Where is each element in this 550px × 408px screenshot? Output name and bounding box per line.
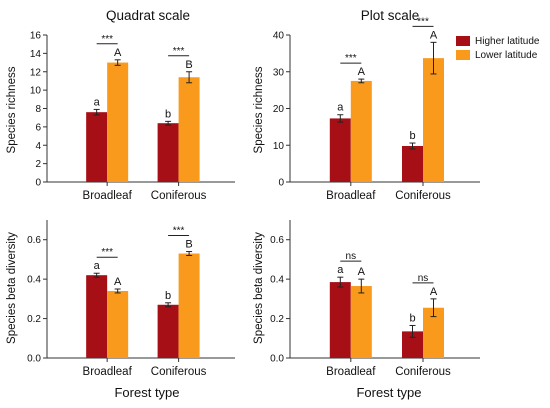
x-tick-label: Coniferous <box>395 190 451 202</box>
y-tick-label: 6 <box>35 122 41 133</box>
y-tick-label: 10 <box>273 141 285 152</box>
bar <box>350 80 372 182</box>
panel-title: Plot scale <box>361 8 420 23</box>
y-tick-label: 0.0 <box>27 354 41 365</box>
x-axis-label: Forest type <box>356 385 421 400</box>
y-tick-label: 20 <box>273 104 285 115</box>
bar <box>157 123 179 182</box>
y-tick-label: 0.6 <box>27 235 41 246</box>
bar <box>402 331 423 358</box>
panel-plot-richness: Plot scale Species richness 0 10 20 30 40 Bro… <box>253 8 540 202</box>
significance-letter: B <box>185 239 192 251</box>
significance-letter: A <box>430 29 438 41</box>
significance-letter: B <box>185 59 192 71</box>
axes: 0 2 4 6 8 10 12 14 16 Broadleaf Coniferous <box>30 31 235 202</box>
bar <box>107 290 129 358</box>
y-axis-label: Species beta diversity <box>6 232 18 344</box>
y-tick-label: 0 <box>35 178 41 189</box>
y-tick-label: 0.6 <box>270 235 284 246</box>
x-axis-label: Forest type <box>114 385 179 400</box>
significance-label: *** <box>101 247 113 258</box>
bar <box>178 253 200 358</box>
significance-letter: a <box>94 96 101 108</box>
y-tick-label: 16 <box>30 31 42 42</box>
y-axis-label: Species richness <box>6 66 18 153</box>
x-tick-label: Broadleaf <box>83 190 133 202</box>
panel-quadrat-richness: Quadrat scale Species richness 0 2 4 6 8 10 12… <box>6 8 235 202</box>
significance-label: *** <box>173 226 185 237</box>
y-tick-label: 0.0 <box>270 354 284 365</box>
y-axis-label: Species richness <box>253 66 265 153</box>
significance-letter: A <box>358 266 366 278</box>
significance-letter: b <box>165 290 171 302</box>
x-tick-label: Coniferous <box>395 366 451 378</box>
significance-label: *** <box>101 34 113 45</box>
legend-swatch-lower <box>456 50 470 60</box>
significance-letter: a <box>337 264 344 276</box>
legend-label-lower: Lower latitude <box>475 50 538 61</box>
significance-letter: A <box>114 47 122 59</box>
y-tick-label: 0.2 <box>270 314 284 325</box>
significance-letter: A <box>358 66 366 78</box>
legend-label-higher: Higher latitude <box>475 36 540 47</box>
significance-letter: a <box>94 260 101 272</box>
y-tick-label: 4 <box>35 141 41 152</box>
y-tick-label: 14 <box>30 49 42 60</box>
significance-letter: b <box>409 130 415 142</box>
y-tick-label: 30 <box>273 67 285 78</box>
x-tick-label: Coniferous <box>151 190 207 202</box>
bar <box>423 58 444 183</box>
panel-quadrat-beta: Species beta diversity Forest type 0.00.… <box>6 220 235 400</box>
x-tick-label: Coniferous <box>151 366 207 378</box>
significance-label: ns <box>418 273 429 284</box>
significance-letter: a <box>337 102 344 114</box>
panel-title: Quadrat scale <box>106 8 190 23</box>
bar <box>350 286 372 358</box>
x-tick-label: Broadleaf <box>326 366 376 378</box>
y-tick-label: 12 <box>30 67 42 78</box>
significance-label: *** <box>173 46 185 57</box>
y-tick-label: 10 <box>30 86 42 97</box>
y-tick-label: 0 <box>278 178 284 189</box>
bar <box>107 62 129 182</box>
x-tick-label: Broadleaf <box>326 190 376 202</box>
significance-label: *** <box>345 53 357 64</box>
y-axis-label: Species beta diversity <box>253 232 265 344</box>
bar <box>329 282 351 358</box>
y-tick-label: 0.2 <box>27 314 41 325</box>
axes: 0.0 0.2 0.4 0.6 Broadleaf Coniferous <box>270 220 480 378</box>
bars: aA***bA*** <box>329 16 444 183</box>
legend-swatch-higher <box>456 36 470 46</box>
significance-letter: A <box>114 276 122 288</box>
bar <box>329 118 351 182</box>
y-tick-label: 40 <box>273 31 285 42</box>
y-tick-label: 0.4 <box>270 275 284 286</box>
significance-label: ns <box>346 251 357 262</box>
bars: aA***bB*** <box>86 226 200 358</box>
y-tick-label: 0.4 <box>27 275 41 286</box>
bar <box>86 275 108 358</box>
bars: aA***bB*** <box>86 34 200 182</box>
bar <box>86 112 108 182</box>
significance-letter: A <box>430 286 438 298</box>
bar <box>178 77 200 182</box>
y-tick-label: 2 <box>35 159 41 170</box>
significance-letter: b <box>165 108 171 120</box>
significance-label: *** <box>417 16 429 27</box>
significance-letter: b <box>409 312 415 324</box>
bar <box>423 307 444 358</box>
axes: 0.0 0.2 0.4 0.6 Broadleaf Coniferous <box>27 220 235 378</box>
panel-plot-beta: Species beta diversity Forest type 0.00.… <box>253 220 480 400</box>
bar <box>157 304 179 358</box>
axes: 0 10 20 30 40 Broadleaf Coniferous <box>273 31 480 202</box>
bars: a Ans b Ans <box>329 251 444 358</box>
bar <box>402 145 423 182</box>
legend: Higher latitude Lower latitude <box>456 36 540 61</box>
y-tick-label: 8 <box>35 104 41 115</box>
x-tick-label: Broadleaf <box>83 366 133 378</box>
